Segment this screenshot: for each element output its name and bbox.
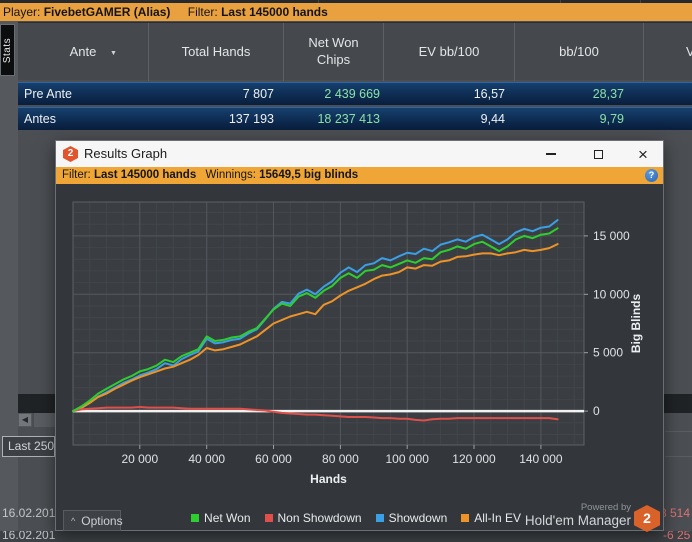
results-line-chart: 20 000 40 000 60 000 80 000 100 000 120 000 14… bbox=[72, 201, 643, 486]
dialog-title: Results Graph bbox=[84, 146, 168, 161]
row-divider bbox=[665, 431, 692, 432]
maximize-button[interactable] bbox=[583, 141, 613, 167]
showdown-swatch bbox=[375, 514, 384, 522]
svg-text:15 000: 15 000 bbox=[593, 229, 630, 243]
player-filter-bar: Player: FivebetGAMER (Alias) Filter: Las… bbox=[0, 3, 692, 21]
bb100-value: 9,79 bbox=[599, 112, 624, 126]
svg-text:0: 0 bbox=[593, 404, 600, 418]
legend-item-net-won[interactable]: Net Won bbox=[191, 511, 251, 525]
hand-date: 16.02.201 bbox=[2, 506, 55, 520]
results-graph-dialog: 2 Results Graph × Filter: Last 145000 ha… bbox=[55, 140, 664, 532]
dialog-titlebar[interactable]: 2 Results Graph × bbox=[56, 141, 663, 167]
non-showdown-swatch bbox=[264, 514, 273, 522]
ev-bb100-value: 9,44 bbox=[480, 112, 505, 126]
filter-label: Filter: bbox=[62, 169, 91, 181]
net-won-chips-value: 2 439 669 bbox=[324, 87, 380, 101]
dialog-filter-bar: Filter: Last 145000 hands Winnings: 1564… bbox=[56, 167, 663, 184]
bb100-value: 28,37 bbox=[592, 87, 624, 101]
ev-bb100-value: 16,57 bbox=[473, 87, 505, 101]
svg-text:140 000: 140 000 bbox=[519, 452, 563, 466]
svg-text:5 000: 5 000 bbox=[593, 346, 623, 360]
svg-text:100 000: 100 000 bbox=[386, 452, 430, 466]
svg-text:Hands: Hands bbox=[310, 472, 347, 486]
hand-date: 16.02.201 bbox=[2, 531, 56, 542]
column-header-cutoff[interactable]: V bbox=[686, 43, 692, 59]
legend-item-non-showdown[interactable]: Non Showdown bbox=[264, 511, 362, 525]
column-header-bb100[interactable]: bb/100 bbox=[515, 23, 644, 81]
row-divider bbox=[665, 456, 692, 457]
svg-text:120 000: 120 000 bbox=[452, 452, 496, 466]
hand-amount: 8 514 bbox=[660, 506, 691, 520]
column-header-ante[interactable]: Ante ▼ bbox=[18, 23, 149, 81]
total-hands-value: 137 193 bbox=[228, 112, 274, 126]
caret-up-icon: ^ bbox=[71, 515, 76, 526]
svg-text:80 000: 80 000 bbox=[322, 452, 359, 466]
close-icon: × bbox=[638, 144, 648, 164]
row-label: Antes bbox=[24, 112, 56, 126]
powered-by-block: Powered by Hold'em Manager bbox=[456, 502, 631, 530]
filter-value: Last 145000 hands bbox=[93, 169, 197, 181]
column-header-ev-bb100[interactable]: EV bb/100 bbox=[384, 23, 515, 81]
total-hands-value: 7 807 bbox=[242, 87, 274, 101]
hm2-brand-logo: 2 bbox=[634, 505, 660, 532]
close-button[interactable]: × bbox=[628, 141, 658, 167]
table-row[interactable]: Antes 137 193 18 237 413 9,44 9,79 bbox=[18, 107, 692, 130]
legend-item-all-in-ev[interactable]: All-In EV bbox=[461, 511, 521, 525]
brand-name: Hold'em Manager bbox=[524, 513, 631, 529]
chevron-down-icon[interactable]: ▼ bbox=[110, 50, 117, 57]
last-250-selector[interactable]: Last 250 bbox=[2, 436, 55, 457]
left-gutter bbox=[0, 21, 18, 531]
winnings-value: 15649,5 big blinds bbox=[259, 169, 359, 181]
scrollbar-track[interactable] bbox=[34, 413, 56, 427]
table-row[interactable]: Pre Ante 7 807 2 439 669 16,57 28,37 bbox=[18, 82, 692, 105]
winnings-label: Winnings: bbox=[205, 169, 256, 181]
column-header-net-won-chips[interactable]: Net Won Chips bbox=[284, 23, 384, 81]
chart-legend: Net Won Non Showdown Showdown All-In EV bbox=[126, 509, 586, 527]
scroll-left-button[interactable]: ◀ bbox=[18, 413, 32, 427]
row-label: Pre Ante bbox=[24, 87, 72, 101]
hm2-app-icon: 2 bbox=[63, 146, 78, 162]
powered-by-label: Powered by bbox=[580, 502, 631, 513]
window-top-edge bbox=[0, 0, 692, 3]
svg-text:Big Blinds: Big Blinds bbox=[629, 294, 643, 354]
minimize-button[interactable] bbox=[536, 141, 566, 167]
svg-text:40 000: 40 000 bbox=[188, 452, 225, 466]
player-name: FivebetGAMER (Alias) bbox=[43, 5, 171, 19]
column-header-total-hands[interactable]: Total Hands bbox=[149, 23, 284, 81]
maximize-icon bbox=[593, 149, 603, 159]
player-label: Player: bbox=[3, 5, 41, 19]
background-hand-row: 16.02.201 -6 25 bbox=[0, 531, 692, 542]
svg-text:20 000: 20 000 bbox=[121, 452, 158, 466]
minimize-icon bbox=[546, 153, 556, 155]
filter-label: Filter: bbox=[187, 5, 218, 19]
all-in-ev-swatch bbox=[461, 514, 470, 522]
svg-text:10 000: 10 000 bbox=[593, 287, 630, 301]
hand-amount: -6 25 bbox=[663, 531, 691, 542]
filter-value: Last 145000 hands bbox=[221, 5, 328, 19]
net-won-chips-value: 18 237 413 bbox=[317, 112, 380, 126]
net-won-swatch bbox=[191, 514, 200, 522]
legend-item-showdown[interactable]: Showdown bbox=[375, 511, 447, 525]
svg-text:60 000: 60 000 bbox=[255, 452, 292, 466]
table-header: Ante ▼ Total Hands Net Won Chips EV bb/1… bbox=[18, 22, 692, 81]
options-button[interactable]: ^ Options bbox=[63, 510, 123, 531]
help-icon[interactable]: ? bbox=[645, 169, 658, 182]
stats-tab[interactable]: Stats bbox=[0, 24, 15, 76]
